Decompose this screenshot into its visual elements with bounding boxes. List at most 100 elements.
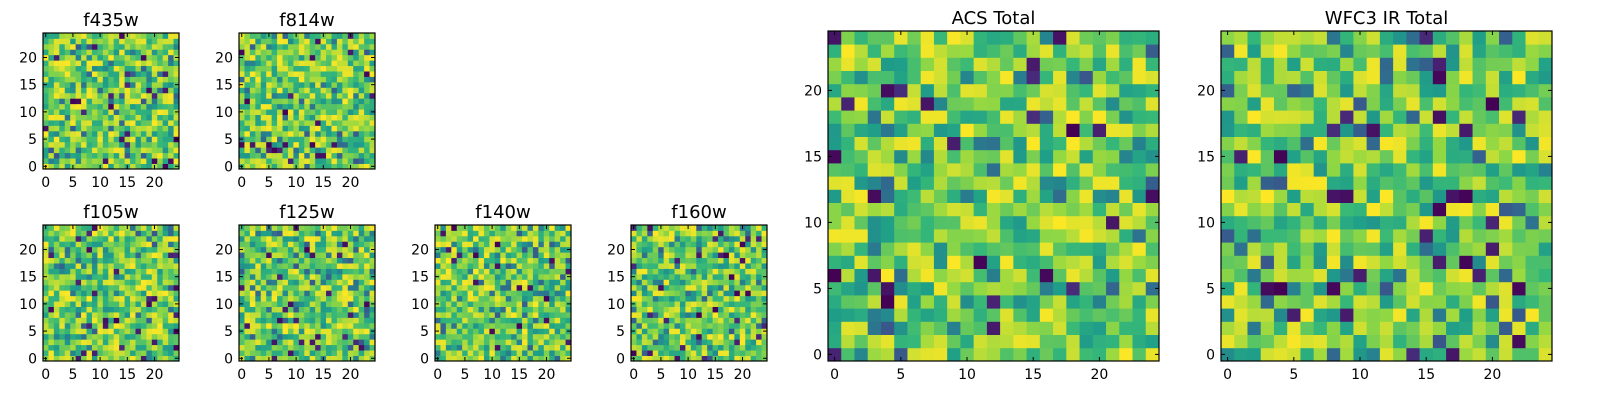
heatmap-cell (64, 141, 71, 148)
heatmap-cell (271, 268, 278, 275)
heatmap-cell (1326, 242, 1341, 256)
heatmap-cell (1221, 334, 1235, 349)
heatmap-cell (75, 246, 82, 253)
heatmap-cell (1432, 229, 1447, 243)
heatmap-cell (522, 225, 528, 231)
heatmap-cell (130, 163, 136, 170)
heatmap-cell (647, 312, 654, 318)
y-tick-label: 20 (411, 242, 429, 258)
heatmap-cell (435, 268, 441, 275)
heatmap-cell (745, 306, 752, 313)
heatmap-cell (48, 273, 55, 280)
heatmap-cell (353, 152, 360, 159)
heatmap-cell (894, 176, 908, 190)
heatmap-cell (933, 255, 948, 269)
heatmap-cell (1026, 189, 1041, 203)
heatmap-cell (260, 98, 267, 105)
heatmap-cell (146, 312, 153, 318)
heatmap-cell (320, 81, 327, 88)
heatmap-cell (652, 350, 659, 356)
heatmap-cell (1026, 31, 1041, 45)
heatmap-cell (1026, 255, 1041, 269)
heatmap-cell (48, 147, 55, 154)
heatmap-cell (734, 317, 741, 324)
heatmap-cell (260, 43, 267, 50)
heatmap-cell (960, 308, 975, 322)
heatmap-cell (489, 295, 496, 302)
heatmap-cell (130, 136, 136, 143)
heatmap-cell (1145, 189, 1160, 203)
heatmap-cell (1432, 189, 1447, 203)
heatmap-cell (1419, 334, 1434, 349)
heatmap-cell (565, 350, 572, 356)
heatmap-cell (271, 235, 278, 242)
heatmap-cell (81, 339, 87, 346)
heatmap-cell (244, 130, 251, 137)
heatmap-cell (1145, 308, 1160, 322)
heatmap-cell (53, 284, 60, 291)
heatmap-cell (309, 136, 316, 143)
heatmap-cell (1000, 57, 1014, 71)
heatmap-cell (260, 241, 267, 248)
heatmap-cell (462, 350, 469, 356)
heatmap-cell (304, 76, 311, 83)
heatmap-cell (1485, 242, 1500, 256)
heatmap-cell (1525, 295, 1540, 309)
heatmap-cell (135, 339, 142, 346)
heatmap-cell (130, 295, 136, 302)
heatmap-cell (244, 158, 251, 164)
heatmap-cell (255, 114, 262, 121)
heatmap-cell (298, 328, 305, 335)
heatmap-cell (124, 295, 131, 302)
heatmap-cell (1234, 202, 1248, 217)
heatmap-cell (304, 344, 311, 351)
heatmap-cell (353, 268, 360, 275)
heatmap-cell (97, 235, 104, 242)
heatmap-cell (162, 71, 169, 77)
heatmap-cell (1092, 176, 1107, 190)
heatmap-cell (369, 317, 376, 324)
heatmap-cell (309, 295, 316, 302)
heatmap-cell (342, 225, 349, 231)
heatmap-cell (173, 225, 180, 231)
heatmap-cell (140, 158, 147, 164)
heatmap-cell (168, 109, 174, 115)
heatmap-cell (277, 317, 283, 324)
heatmap-cell (456, 235, 463, 242)
heatmap-cell (841, 189, 855, 203)
heatmap-cell (828, 176, 842, 190)
heatmap-cell (266, 120, 273, 126)
heatmap-cell (1446, 308, 1460, 322)
heatmap-cell (140, 152, 147, 159)
heatmap-cell (674, 306, 681, 313)
heatmap-cell (266, 136, 273, 143)
heatmap-cell (369, 333, 376, 340)
y-tick-label: 15 (19, 270, 37, 286)
heatmap-cell (554, 257, 561, 264)
heatmap-cell (494, 295, 501, 302)
heatmap-cell (1053, 149, 1067, 164)
heatmap-cell (1234, 308, 1248, 322)
heatmap-cell (146, 120, 153, 126)
heatmap-cell (173, 125, 180, 132)
heatmap-cell (287, 43, 294, 50)
heatmap-cell (1000, 334, 1014, 349)
heatmap-cell (1273, 202, 1288, 217)
heatmap-cell (1145, 136, 1160, 151)
heatmap-cell (320, 43, 327, 50)
heatmap-cell (701, 252, 708, 259)
heatmap-cell (712, 257, 719, 264)
heatmap-cell (696, 322, 703, 329)
heatmap-cell (277, 81, 283, 88)
heatmap-cell (293, 98, 300, 105)
heatmap-cell (293, 333, 300, 340)
heatmap-cell (445, 225, 452, 231)
heatmap-cell (478, 235, 485, 242)
heatmap-cell (364, 109, 370, 115)
heatmap-cell (739, 279, 746, 286)
heatmap-cell (53, 98, 60, 105)
heatmap-cell (1366, 255, 1381, 269)
heatmap-cell (86, 33, 93, 39)
heatmap-cell (1353, 255, 1368, 269)
